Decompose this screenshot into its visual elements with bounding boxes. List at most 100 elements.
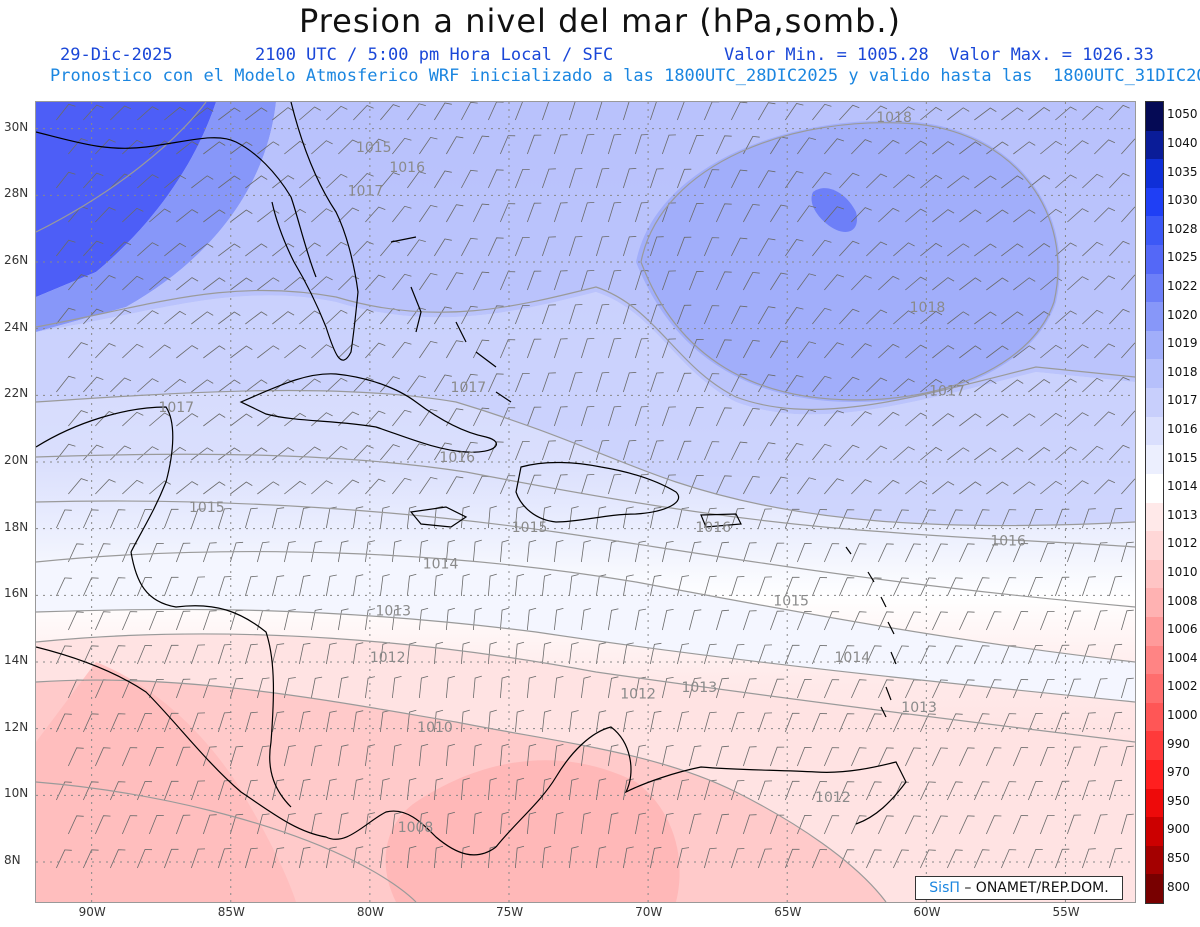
wind-barb (866, 377, 888, 393)
wind-barb (1028, 447, 1051, 461)
wind-barb (487, 441, 504, 461)
pressure-map[interactable]: 1018 1015 1016 1017 1018 1017 1017 1017 1016 1015… (35, 101, 1136, 903)
wind-barb (392, 409, 412, 427)
wind-barb (95, 207, 116, 223)
wind-barb (811, 713, 828, 733)
wind-barb (1027, 576, 1043, 597)
wind-barb (283, 677, 296, 699)
wind-barb (688, 474, 704, 495)
wind-barb (595, 506, 607, 529)
wind-barb (1121, 206, 1135, 223)
wind-barb (919, 849, 936, 869)
isobar-label: 1015 (189, 500, 225, 516)
wind-barb (622, 440, 637, 461)
colorbar-swatch (1146, 588, 1163, 618)
wind-barb (703, 507, 717, 529)
wind-barb (688, 677, 702, 699)
wind-barb (931, 543, 948, 563)
wind-barb (460, 441, 478, 461)
wind-barb (217, 508, 232, 529)
wind-barb (230, 209, 253, 223)
colorbar-label: 950 (1167, 793, 1190, 808)
wind-barb (257, 345, 280, 359)
wind-barb (338, 275, 360, 291)
wind-barb (730, 780, 745, 801)
wind-barb (203, 141, 226, 155)
colorbar-swatch (1146, 130, 1163, 160)
wind-barb (919, 509, 936, 529)
isobar-label: 1015 (356, 140, 392, 156)
wind-barb (851, 207, 872, 223)
wind-barb (905, 208, 927, 223)
coast-puerto-rico (700, 513, 742, 528)
wind-barb (893, 242, 915, 257)
wind-barb (487, 169, 504, 189)
wind-barb (703, 575, 717, 597)
wind-barb (553, 202, 568, 223)
wind-barb (770, 408, 788, 427)
wind-barb (688, 406, 704, 427)
wind-barb (163, 848, 179, 869)
wind-barb (191, 379, 214, 393)
colorbar-swatch (1146, 330, 1163, 360)
wind-barb (191, 107, 214, 121)
wind-barb (110, 105, 132, 121)
wind-barb (769, 678, 785, 699)
wind-barb (406, 641, 417, 665)
wind-barb (703, 643, 717, 665)
wind-barb (785, 103, 804, 121)
wind-barb (974, 243, 997, 257)
wind-barb (95, 411, 116, 427)
wind-barb (823, 679, 840, 699)
colorbar-swatch (1146, 845, 1163, 875)
wind-barb (784, 508, 800, 529)
wind-barb (661, 677, 674, 699)
wind-barb (487, 505, 497, 529)
wind-barb (580, 406, 595, 427)
wind-barb (688, 202, 704, 223)
wind-barb (353, 445, 374, 461)
wind-barb (851, 139, 872, 155)
wind-barb (67, 611, 84, 631)
wind-barb (703, 237, 720, 257)
wind-barb (364, 676, 375, 699)
wind-barb (947, 107, 970, 121)
wind-barb (568, 574, 579, 597)
wind-barb (634, 134, 649, 155)
wind-barb (676, 711, 690, 733)
wind-barb (353, 105, 374, 121)
wind-barb (460, 505, 470, 529)
wind-barb (499, 339, 516, 359)
coast-florida (271, 102, 359, 361)
wind-barb (770, 476, 788, 495)
wind-barb (406, 709, 417, 733)
wind-barb (946, 509, 963, 529)
wind-barb (311, 208, 333, 223)
coast-caribbean-central-america (130, 551, 292, 808)
wind-barb (55, 713, 72, 733)
wind-barb (1108, 643, 1123, 665)
wind-barb (175, 814, 191, 835)
wind-barb (68, 138, 88, 155)
colorbar-swatch (1146, 645, 1163, 675)
wind-barb (460, 102, 478, 121)
wind-barb (649, 642, 662, 665)
wind-barb (460, 777, 470, 801)
wind-barb (191, 447, 214, 461)
wind-barb (499, 203, 516, 223)
wind-barb (743, 203, 760, 223)
wind-barb (1054, 712, 1070, 733)
wind-barb (823, 747, 840, 767)
wind-barb (202, 610, 217, 631)
wind-barb (526, 474, 542, 495)
wind-barb (878, 411, 900, 427)
wind-barb (272, 107, 295, 121)
wind-barb (1040, 276, 1063, 291)
wind-barb (149, 276, 171, 291)
wind-barb (419, 272, 438, 291)
wind-barb (137, 174, 159, 189)
wind-barb (595, 846, 607, 869)
wind-barb (1028, 175, 1051, 189)
colorbar-label: 1013 (1167, 507, 1198, 522)
wind-barb (272, 379, 295, 393)
